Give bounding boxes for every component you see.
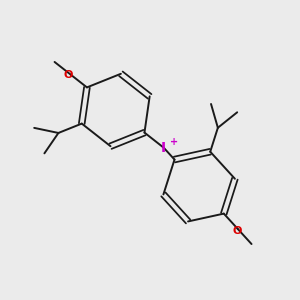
Text: +: + [170,137,178,147]
Text: O: O [64,70,73,80]
Text: O: O [233,226,242,236]
Text: I: I [161,141,166,155]
